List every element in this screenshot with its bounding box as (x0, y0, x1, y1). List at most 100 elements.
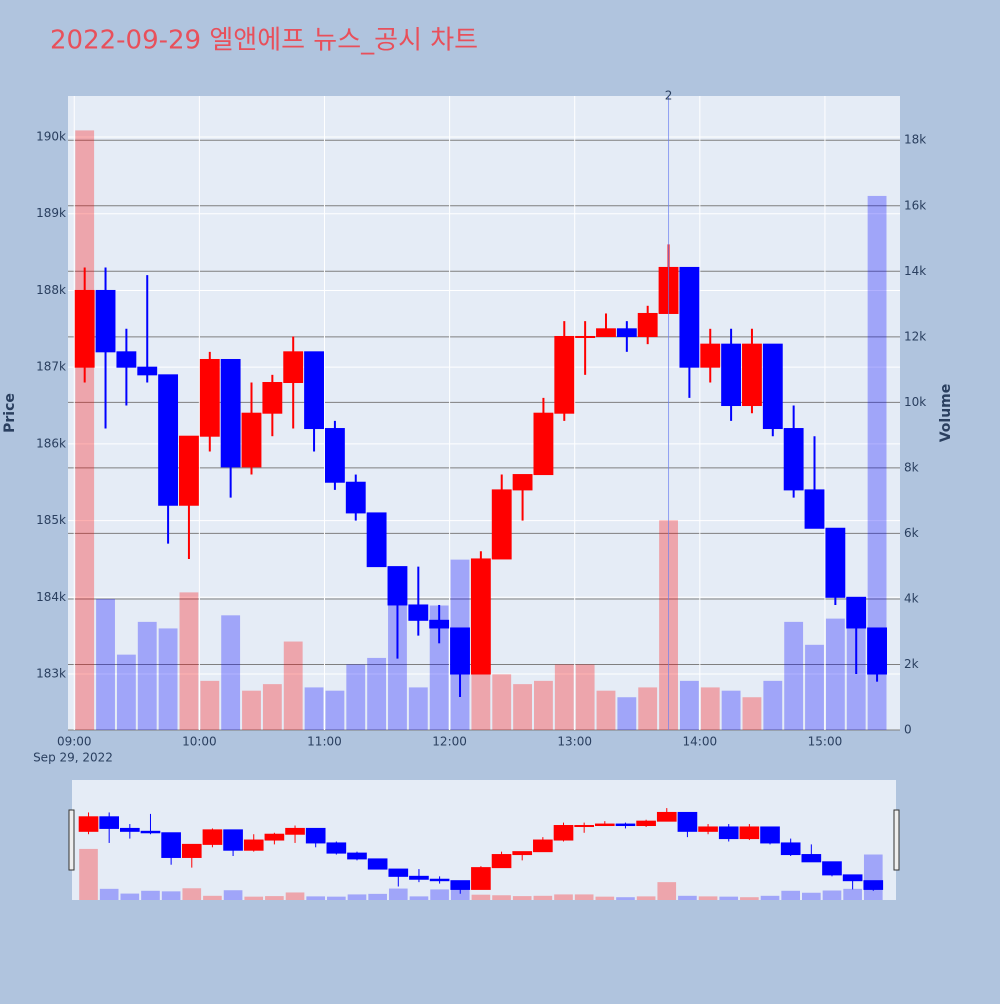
slider-candle-body (305, 827, 326, 844)
candle-body (220, 358, 241, 468)
slider-handle[interactable] (893, 809, 900, 871)
volume-bar (742, 697, 762, 730)
slider-candle-body (677, 811, 698, 832)
x-date-label: Sep 29, 2022 (33, 751, 113, 765)
slider-volume-bar (760, 895, 780, 900)
candle-body (199, 358, 220, 437)
y-tick-label: 188k (36, 283, 66, 297)
volume-bar (471, 667, 491, 730)
slider-volume-bar (347, 894, 367, 900)
x-tick-label: 14:00 (683, 735, 718, 749)
slider-candle-body (842, 874, 863, 882)
candle-body (470, 558, 491, 675)
slider-volume-bar (678, 895, 697, 900)
slider-volume-bar (636, 896, 656, 900)
slider-candle-body (718, 826, 739, 840)
volume-bar (679, 680, 699, 730)
candle-body (116, 351, 137, 368)
volume-bar (179, 592, 199, 730)
slider-volume-bar (388, 888, 408, 900)
volume-bar (388, 595, 407, 730)
volume-bar (262, 684, 282, 730)
slider-candle-body (285, 827, 305, 835)
candle-body (721, 343, 742, 407)
slider-volume-bar (595, 896, 615, 900)
candle-body (804, 489, 825, 529)
candle-body (700, 343, 721, 368)
y-tick-label: 186k (36, 436, 66, 450)
volume-bar (513, 684, 533, 730)
candle-body (450, 627, 470, 675)
candle-body (596, 328, 616, 337)
volume-bar (763, 680, 783, 730)
volume-bar (367, 657, 387, 730)
x-tick-label: 10:00 (182, 735, 217, 749)
slider-candle-body (512, 851, 533, 856)
slider-candle-body (347, 852, 367, 860)
slider-volume-bar (471, 894, 491, 900)
slider-candle-body (78, 816, 99, 832)
x-tick-label: 09:00 (57, 735, 92, 749)
y2-tick-label: 0 (904, 723, 912, 737)
candle-body (491, 489, 512, 560)
volume-bar (242, 690, 261, 730)
slider-candle-body (450, 880, 471, 890)
slider-candle-body (202, 829, 223, 845)
candle-body (324, 428, 345, 483)
slider-candle-body (99, 816, 119, 829)
y-tick-label: 189k (36, 206, 66, 220)
slider-volume-bar (781, 890, 801, 900)
volume-bar (116, 654, 136, 730)
candle-body (304, 351, 324, 430)
y2-axis-title: Volume (938, 384, 954, 443)
slider-volume-bar (285, 892, 305, 900)
y2-tick-label: 6k (904, 526, 919, 540)
candle-body (512, 474, 533, 491)
x-tick-label: 15:00 (808, 735, 843, 749)
candle-body (262, 382, 283, 414)
slider-volume-bar (822, 890, 842, 900)
slider-volume-bar (306, 896, 326, 900)
volume-bar (721, 690, 741, 730)
candle-body (575, 335, 596, 338)
slider-volume-bar (244, 896, 264, 900)
y2-tick-label: 16k (904, 198, 926, 212)
slider-candle-body (615, 823, 636, 827)
candle-body (679, 266, 700, 368)
slider-handle[interactable] (68, 809, 75, 871)
slider-candle-body (409, 875, 429, 880)
candle-body (533, 412, 554, 476)
candle-body (825, 527, 846, 598)
slider-volume-bar (492, 895, 511, 900)
slider-candle-body (801, 854, 822, 863)
volume-bar (867, 195, 887, 731)
y2-tick-label: 18k (904, 133, 926, 147)
candle-body (137, 366, 158, 376)
volume-bar (221, 615, 241, 730)
slider-volume-bar (409, 896, 429, 900)
slider-volume-bar (265, 896, 284, 900)
slider-volume-bar (802, 892, 821, 900)
slider-volume-bar (223, 890, 243, 900)
y2-tick-label: 8k (904, 460, 919, 474)
volume-bar (638, 687, 658, 730)
volume-bar (805, 644, 824, 730)
candle-body (554, 335, 575, 414)
volume-bar (554, 664, 574, 730)
volume-bar (429, 605, 449, 730)
candle-body (179, 435, 199, 506)
volume-bar (200, 680, 220, 730)
slider-candle-body (760, 826, 780, 844)
candle-body (762, 343, 783, 430)
slider-volume-bar (554, 894, 573, 900)
x-tick-label: 11:00 (307, 735, 342, 749)
slider-candle-body (636, 820, 656, 827)
slider-volume-bar (79, 848, 98, 900)
x-tick-label: 13:00 (557, 735, 592, 749)
volume-bar (325, 690, 345, 730)
slider-volume-bar (430, 889, 449, 900)
volume-bar (158, 628, 178, 730)
candle-body (74, 289, 95, 368)
candle-body (366, 512, 387, 568)
slider-volume-bar (99, 888, 119, 900)
